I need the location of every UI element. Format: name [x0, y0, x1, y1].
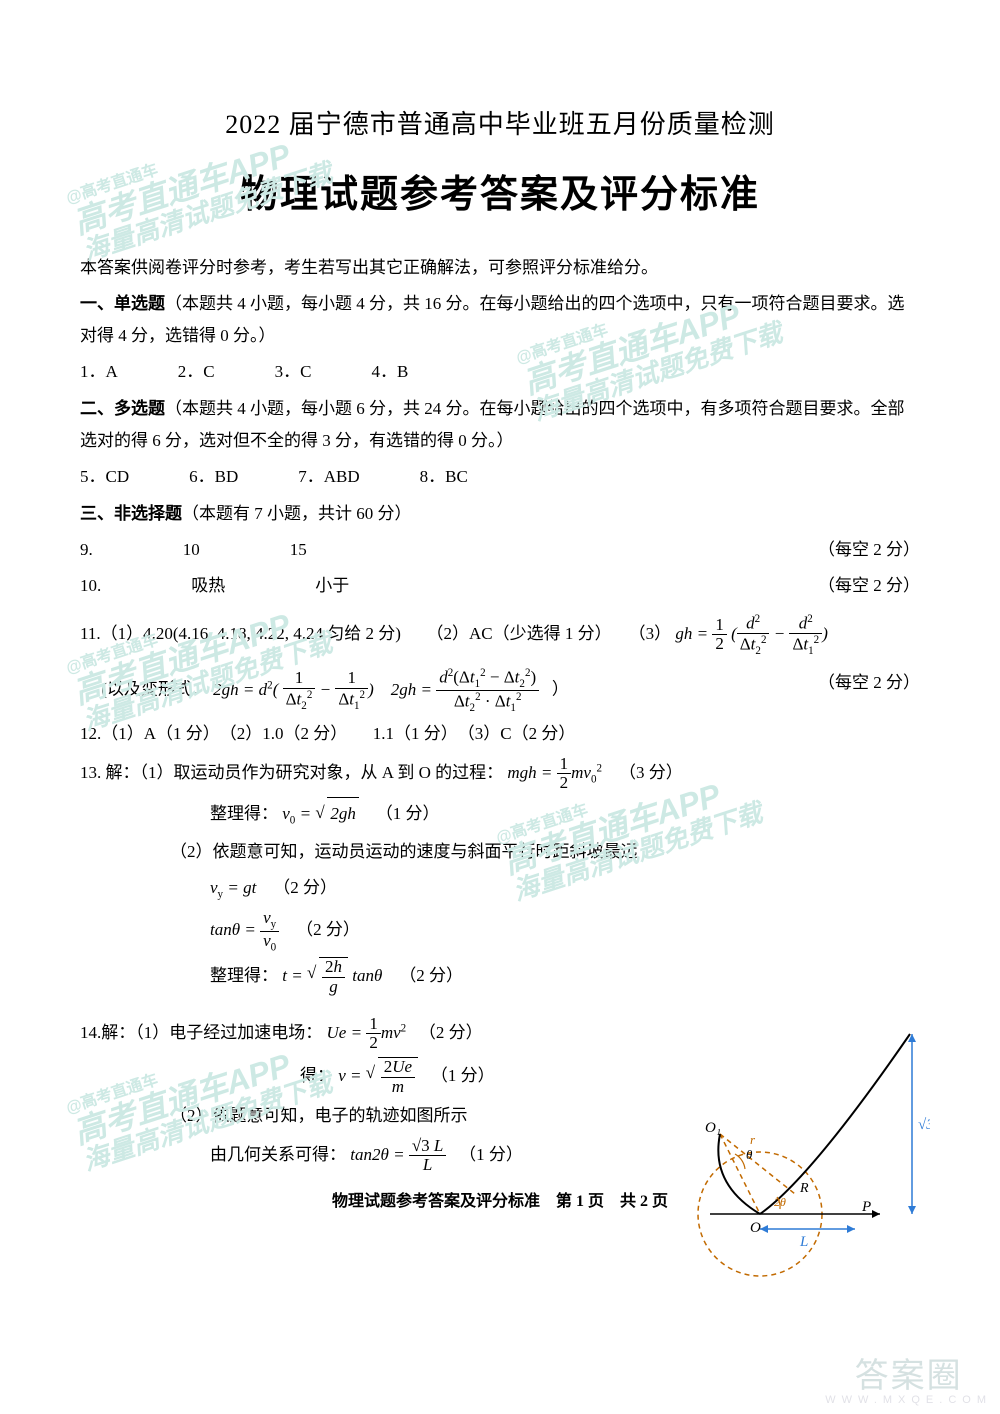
q13-line5: 整理得： t = 2hg tanθ （2 分） — [80, 957, 920, 996]
section1-desc: （本题共 4 小题，每小题 4 分，共 16 分。在每小题给出的四个选项中，只有… — [80, 294, 905, 345]
section3-head: 三、非选择题 — [80, 504, 182, 523]
section3: 三、非选择题（本题有 7 小题，共计 60 分） — [80, 498, 920, 530]
q13-line5-score: （2 分） — [399, 966, 463, 985]
ans-1: 1．A — [80, 356, 118, 388]
ans-8: 8．BC — [420, 461, 468, 493]
svg-text:O₁: O₁ — [705, 1120, 721, 1136]
q13-line1: 13. 解：（1）取运动员作为研究对象，从 A 到 O 的过程： mgh = 1… — [80, 755, 920, 793]
q13-line2-score: （1 分） — [376, 804, 440, 823]
q14-line2-lead: 得： — [300, 1066, 334, 1085]
svg-text:√3 L: √3 L — [918, 1117, 930, 1133]
q13-eq4: tanθ = vyv0 — [210, 920, 283, 939]
q11-close: ） — [552, 680, 569, 699]
section2-answers: 5．CD 6．BD 7．ABD 8．BC — [80, 461, 920, 493]
q9-a1: 10 — [183, 534, 200, 566]
q11-eq1: gh = 12 (d2Δt22 − d2Δt12) — [675, 624, 828, 643]
exam-title: 2022 届宁德市普通高中毕业班五月份质量检测 — [80, 100, 920, 149]
q13-part2-lead: （2）依题意可知，运动员运动的速度与斜面平行时距斜坡最远 — [80, 836, 920, 868]
q13-eq1-score: （3 分） — [619, 763, 683, 782]
q11-line1: 11.（1）4.20(4.16, 4.18, 4.22, 4.24 匀给 2 分… — [80, 613, 920, 658]
ans-4: 4．B — [371, 356, 408, 388]
trajectory-diagram: O₁ O P R θ r 2θ L √3 L — [650, 1014, 930, 1294]
q13-line5-lead: 整理得： — [210, 966, 278, 985]
q11-note: (以及变形式： — [101, 680, 209, 699]
q9-a2: 15 — [290, 534, 307, 566]
q13-eq3: vy = gt — [210, 878, 256, 897]
corner-wm-l2: WWW.MXQE.COM — [825, 1395, 992, 1406]
svg-text:O: O — [750, 1220, 761, 1236]
corner-wm-l1: 答案圈 — [825, 1359, 992, 1393]
q13-eq1: mgh = 12mv02 — [507, 763, 606, 782]
svg-text:θ: θ — [746, 1147, 753, 1162]
ans-7: 7．ABD — [298, 461, 359, 493]
doc-title: 物理试题参考答案及评分标准 — [80, 159, 920, 231]
section1-head: 一、单选题 — [80, 294, 165, 313]
q13-line2: 整理得： v0 = 2gh （1 分） — [80, 797, 920, 831]
q14-eq2: v = 2Uem — [338, 1066, 422, 1085]
q10-row: 10. 吸热 小于 （每空 2 分） — [80, 570, 920, 602]
q13-eq2: v0 = 2gh — [282, 804, 363, 823]
q9-num: 9. — [80, 534, 93, 566]
ans-5: 5．CD — [80, 461, 129, 493]
q13-line4: tanθ = vyv0 （2 分） — [80, 909, 920, 953]
section1: 一、单选题（本题共 4 小题，每小题 4 分，共 16 分。在每小题给出的四个选… — [80, 288, 920, 353]
svg-text:L: L — [799, 1234, 808, 1250]
ans-6: 6．BD — [189, 461, 238, 493]
ans-2: 2．C — [178, 356, 215, 388]
q11-part2: （2）AC（少选得 1 分） — [426, 624, 611, 643]
q11-line2: (以及变形式： 2gh = d2( 1Δt22 − 1Δt12) 2gh = d… — [80, 667, 920, 714]
q11-part3-lead: （3） — [629, 624, 672, 643]
section1-answers: 1．A 2．C 3．C 4．B — [80, 356, 920, 388]
q14-lead: 14.解：（1）电子经过加速电场： — [80, 1023, 322, 1042]
q10-num: 10. — [80, 570, 101, 602]
section2-head: 二、多选题 — [80, 399, 165, 418]
q14-eq1-score: （2 分） — [419, 1023, 483, 1042]
q9-row: 9. 10 15 （每空 2 分） — [80, 534, 920, 566]
ans-3: 3．C — [275, 356, 312, 388]
q14-line2-score: （1 分） — [431, 1066, 495, 1085]
section2-desc: （本题共 4 小题，每小题 6 分，共 24 分。在每小题给出的四个选项中，有多… — [80, 399, 905, 450]
intro-paragraph: 本答案供阅卷评分时参考，考生若写出其它正确解法，可参照评分标准给分。 — [80, 252, 920, 284]
q14-eq3: tan2θ = √3 LL — [350, 1145, 450, 1164]
q11-part1: 11.（1）4.20(4.16, 4.18, 4.22, 4.24 匀给 2 分… — [80, 624, 401, 643]
q11-eq2: 2gh = d2( 1Δt22 − 1Δt12) — [213, 680, 378, 699]
svg-text:R: R — [799, 1181, 809, 1196]
svg-text:r: r — [750, 1132, 756, 1147]
q9-score: （每空 2 分） — [818, 534, 920, 566]
q13-line3-score: （2 分） — [273, 878, 337, 897]
q11-score: （每空 2 分） — [818, 667, 920, 714]
q14-eq1: Ue = 12mv2 — [327, 1023, 411, 1042]
q14-line3-lead: 由几何关系可得： — [210, 1145, 346, 1164]
q14-line3-score: （1 分） — [459, 1145, 523, 1164]
q11-eq3: 2gh = d2(Δt12 − Δt22) Δt22 · Δt12 — [391, 680, 544, 699]
svg-text:P: P — [861, 1199, 871, 1215]
q13-line3: vy = gt （2 分） — [80, 872, 920, 905]
page-root: 2022 届宁德市普通高中毕业班五月份质量检测 物理试题参考答案及评分标准 本答… — [0, 0, 1000, 1414]
section3-desc: （本题有 7 小题，共计 60 分） — [182, 504, 412, 523]
q13-line4-score: （2 分） — [296, 920, 360, 939]
q10-score: （每空 2 分） — [818, 570, 920, 602]
q13-eq5: t = 2hg tanθ — [282, 966, 386, 985]
corner-watermark: 答案圈 WWW.MXQE.COM — [825, 1359, 992, 1406]
section2: 二、多选题（本题共 4 小题，每小题 6 分，共 24 分。在每小题给出的四个选… — [80, 393, 920, 458]
svg-text:2θ: 2θ — [774, 1195, 786, 1209]
q10-a2: 小于 — [315, 570, 349, 602]
q13-line2-lead: 整理得： — [210, 804, 278, 823]
q10-a1: 吸热 — [191, 570, 225, 602]
q12-row: 12.（1）A（1 分） （2）1.0（2 分） 1.1（1 分） （3）C（2… — [80, 718, 920, 750]
q13-lead: 13. 解：（1）取运动员作为研究对象，从 A 到 O 的过程： — [80, 763, 503, 782]
